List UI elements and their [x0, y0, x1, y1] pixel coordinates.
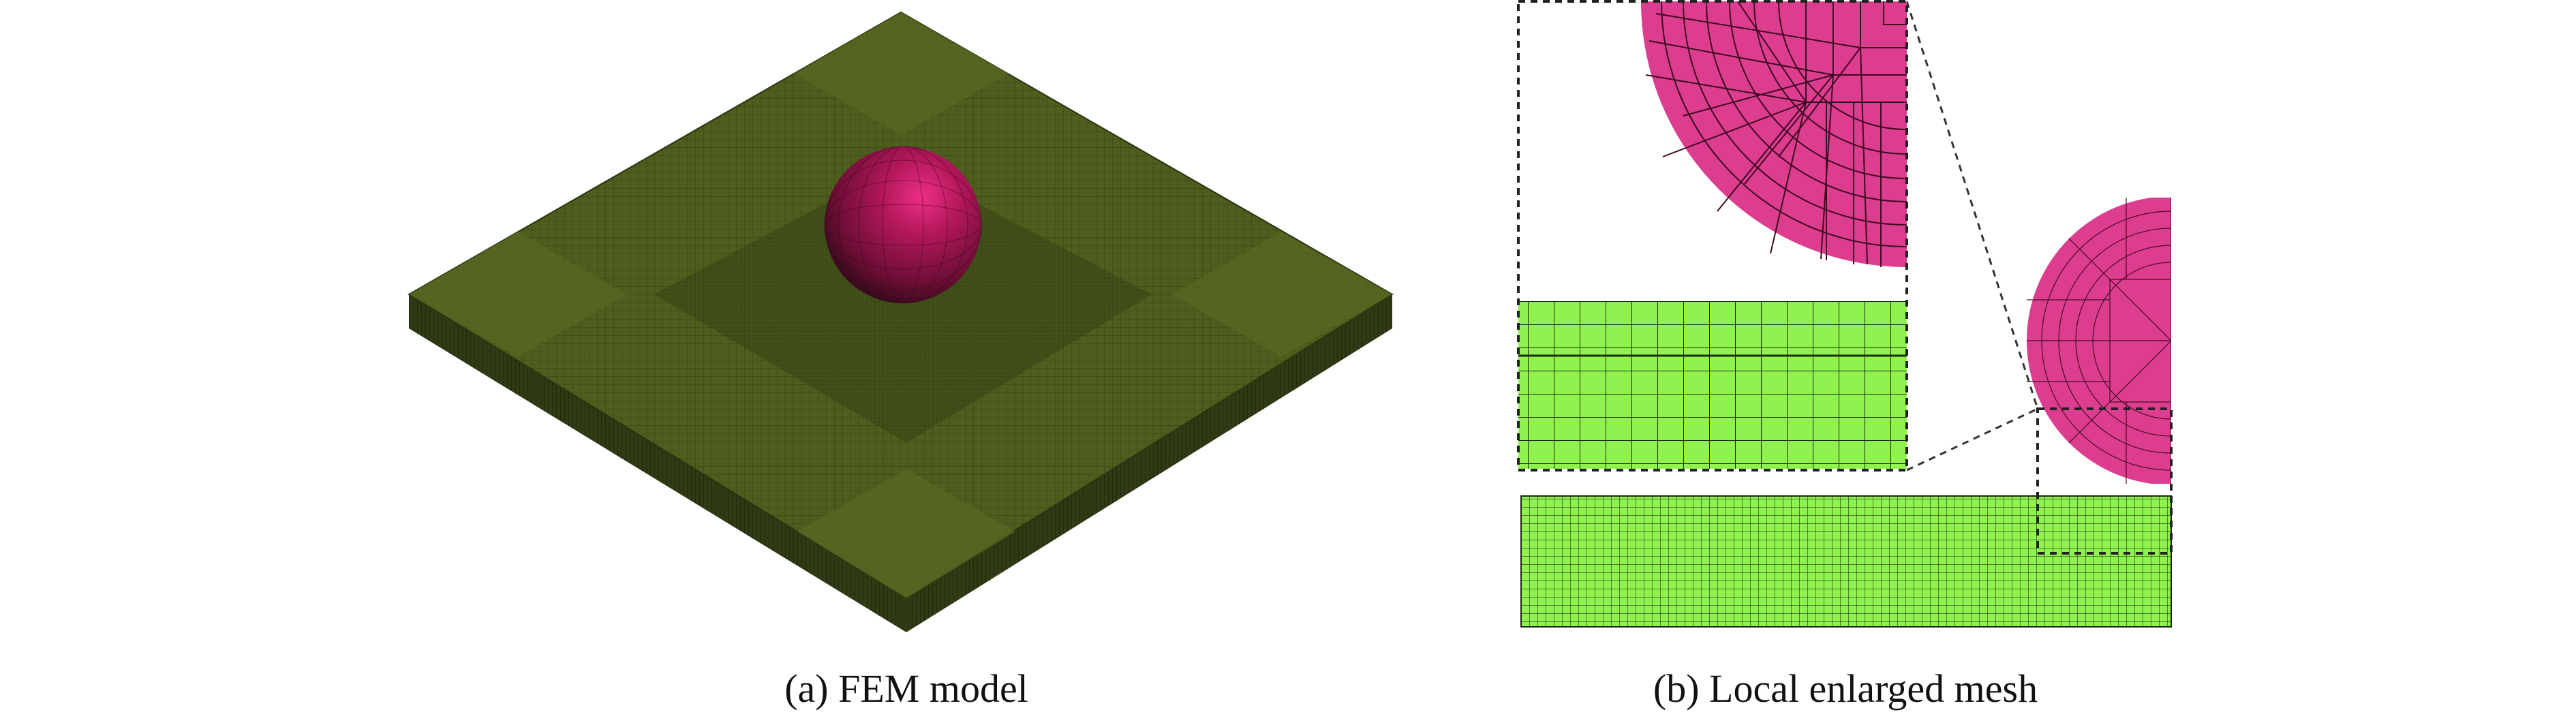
enlarged-sphere-mesh: [1641, 1, 1907, 267]
plate-corner-zone: [409, 232, 627, 357]
plate-side-right: [906, 294, 1392, 632]
plate-side-left: [409, 294, 906, 632]
plate-corner-zone: [794, 12, 1009, 135]
zoom-inset: [1517, 0, 1908, 471]
plate-corner-zone: [1172, 232, 1392, 357]
plate-cross-section-mesh: [1520, 495, 2172, 628]
fem-model-panel: [408, 11, 1394, 632]
zoom-region-box: [2036, 407, 2173, 555]
zoom-connector-line: [1905, 1, 2039, 409]
plate-corner-zone: [797, 469, 1015, 598]
local-mesh-panel: [1517, 0, 2173, 628]
sphere-mesh-lines: [824, 146, 982, 304]
half-sphere-mesh: [2027, 198, 2171, 484]
impactor-sphere: [825, 146, 981, 303]
enlarged-plate-mesh: [1518, 301, 1907, 469]
caption-local-enlarged-mesh: (b) Local enlarged mesh: [1653, 666, 2038, 711]
zoom-connector-line: [1906, 407, 2038, 471]
caption-fem-model: (a) FEM model: [784, 666, 1028, 711]
